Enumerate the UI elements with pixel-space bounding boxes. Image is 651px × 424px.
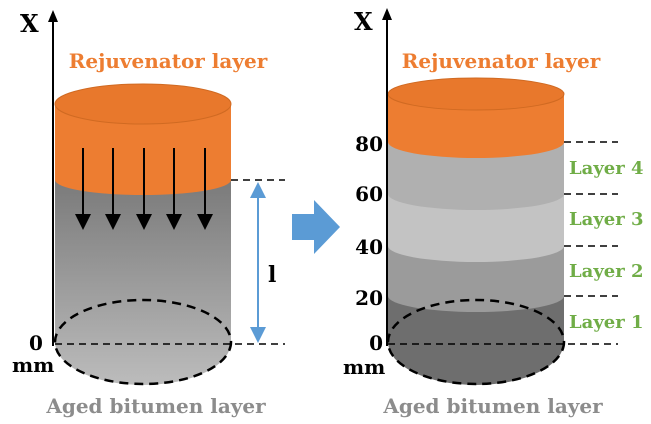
right-rejuvenator-top bbox=[387, 77, 565, 111]
left-unit-label: mm bbox=[12, 353, 54, 377]
transition-arrow bbox=[292, 200, 340, 254]
layer-1-body bbox=[388, 296, 564, 385]
right-tick-labels: 80 60 40 20 0 bbox=[355, 132, 383, 355]
tick-80: 80 bbox=[355, 132, 383, 156]
left-cylinder bbox=[53, 83, 233, 386]
layer-labels: Layer 4 Layer 3 Layer 2 Layer 1 bbox=[569, 158, 644, 333]
tick-40: 40 bbox=[355, 235, 383, 259]
layer-3-label: Layer 3 bbox=[569, 209, 644, 230]
right-axis-arrowhead bbox=[382, 8, 392, 20]
right-axis: X bbox=[354, 7, 392, 346]
left-bitumen-body bbox=[55, 180, 231, 385]
right-guides bbox=[388, 141, 618, 345]
left-axis-arrowhead bbox=[48, 10, 58, 22]
left-title: Rejuvenator layer bbox=[69, 49, 268, 73]
layer-2-body bbox=[388, 246, 564, 312]
left-axis: X bbox=[20, 9, 58, 346]
right-unit-label: mm bbox=[343, 355, 385, 379]
left-diffusion-arrows bbox=[75, 148, 213, 230]
layer-4-label: Layer 4 bbox=[569, 158, 644, 179]
tick-20: 20 bbox=[355, 286, 383, 310]
layer-3-body bbox=[388, 194, 564, 262]
right-cylinder bbox=[386, 77, 566, 386]
right-title: Rejuvenator layer bbox=[402, 49, 601, 73]
left-axis-label: X bbox=[20, 9, 39, 38]
left-origin-label: 0 bbox=[29, 331, 43, 355]
tick-0: 0 bbox=[369, 331, 383, 355]
left-rejuvenator-top bbox=[54, 83, 232, 125]
layer-4-body bbox=[388, 142, 564, 210]
right-axis-label: X bbox=[354, 7, 373, 36]
layer-1-label: Layer 1 bbox=[569, 312, 644, 333]
length-label: l bbox=[268, 262, 276, 288]
left-bottom-caption: Aged bitumen layer bbox=[45, 394, 266, 418]
left-bottom-ellipse bbox=[53, 298, 233, 386]
layer-2-label: Layer 2 bbox=[569, 261, 644, 282]
right-rejuvenator-body bbox=[388, 94, 564, 158]
tick-60: 60 bbox=[355, 182, 383, 206]
right-bottom-caption: Aged bitumen layer bbox=[382, 394, 603, 418]
